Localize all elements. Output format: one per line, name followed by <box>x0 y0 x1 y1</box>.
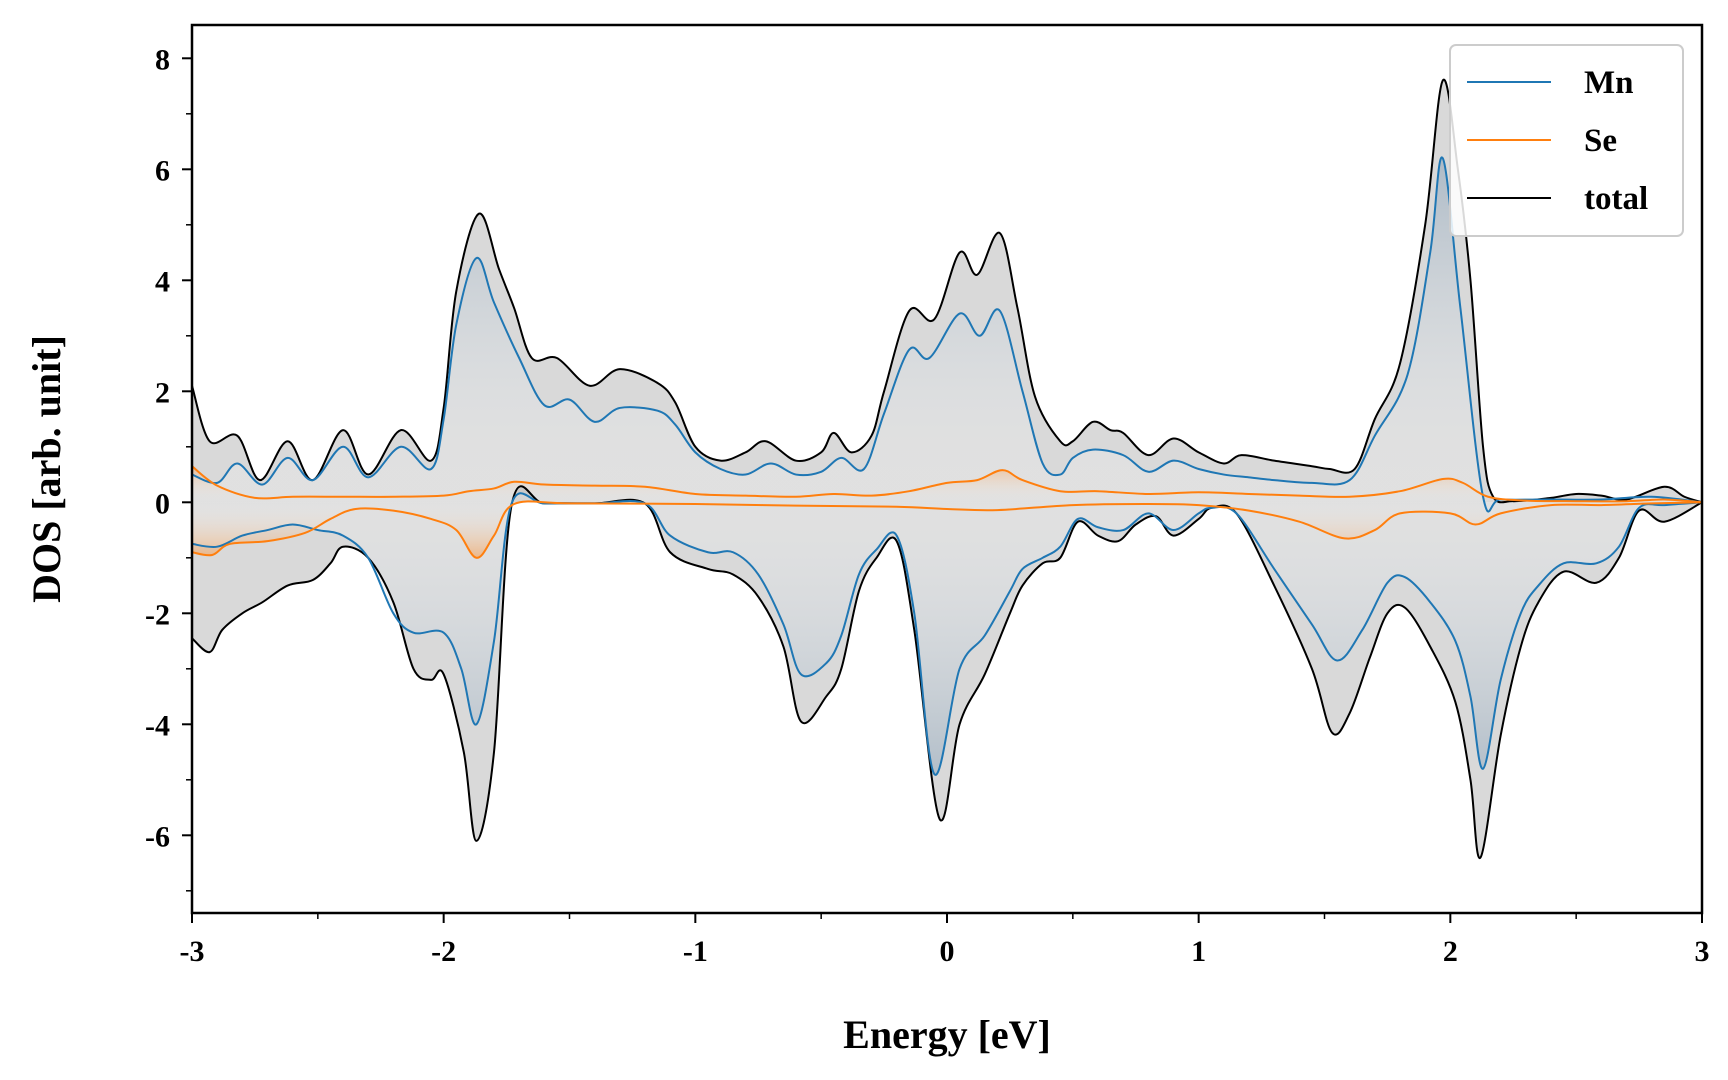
x-tick-label: -2 <box>431 935 456 968</box>
y-tick-label: 8 <box>155 43 170 76</box>
y-tick-label: -4 <box>145 709 170 742</box>
y-tick-label: 6 <box>155 154 170 187</box>
y-axis-title: DOS [arb. unit] <box>24 335 69 603</box>
mn-up-fill <box>192 157 1702 512</box>
se-up-fill <box>192 466 1702 503</box>
y-tick-label: 4 <box>155 265 170 298</box>
x-tick-label: 3 <box>1695 935 1710 968</box>
legend-label-se: Se <box>1584 123 1617 159</box>
series-line-mn-up <box>192 156 1702 513</box>
legend-label-mn: Mn <box>1584 65 1634 101</box>
x-axis: -3 -2 -1 0 1 2 3 <box>180 913 1710 968</box>
y-tick-label: 2 <box>155 376 170 409</box>
series-line-mn-down <box>192 492 1702 776</box>
total-up-fill <box>192 79 1702 503</box>
x-axis-title: Energy [eV] <box>843 1012 1051 1057</box>
y-tick-label: 0 <box>155 487 170 520</box>
series-line-se-up <box>192 465 1702 504</box>
x-tick-label: 1 <box>1191 935 1206 968</box>
legend: Mn Se total <box>1449 44 1684 237</box>
y-axis: -6 -4 -2 0 2 4 6 8 <box>145 43 192 892</box>
y-tick-label: -6 <box>145 820 170 853</box>
x-tick-label: 0 <box>940 935 955 968</box>
plot-area <box>192 78 1702 859</box>
area-fills <box>192 79 1702 859</box>
legend-label-total: total <box>1584 181 1648 217</box>
y-tick-label: -2 <box>145 598 170 631</box>
se-down-fill <box>192 501 1702 558</box>
x-tick-label: 2 <box>1443 935 1458 968</box>
series-line-total-down <box>192 485 1702 859</box>
legend-box <box>1449 44 1684 237</box>
mn-down-fill <box>192 493 1702 775</box>
x-tick-label: -1 <box>683 935 708 968</box>
series-line-se-down <box>192 500 1702 559</box>
x-tick-label: -3 <box>180 935 205 968</box>
